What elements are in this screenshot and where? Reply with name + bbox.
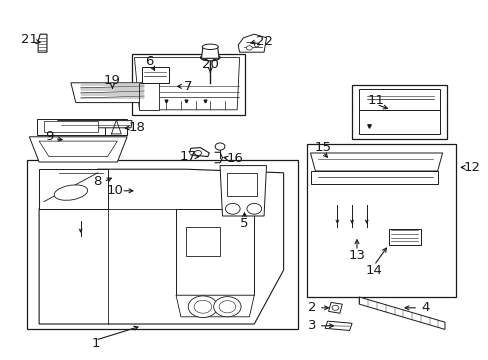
Polygon shape [29, 137, 127, 162]
Text: 12: 12 [463, 161, 479, 174]
Text: 1: 1 [91, 337, 100, 350]
Polygon shape [201, 47, 219, 58]
Text: 18: 18 [128, 121, 145, 134]
Text: 9: 9 [44, 130, 53, 143]
Bar [27, 160, 298, 329]
Circle shape [194, 150, 201, 156]
Bar [142, 67, 168, 83]
Polygon shape [238, 34, 266, 52]
Polygon shape [58, 121, 132, 128]
Circle shape [188, 296, 217, 318]
Text: 21: 21 [21, 33, 38, 46]
Circle shape [246, 46, 252, 50]
Text: 19: 19 [104, 75, 121, 87]
Text: 10: 10 [106, 184, 123, 197]
Polygon shape [328, 302, 342, 313]
Bar [227, 173, 256, 196]
Circle shape [219, 301, 235, 313]
Text: 13: 13 [348, 249, 365, 262]
Circle shape [331, 305, 338, 310]
Circle shape [215, 143, 224, 150]
Polygon shape [39, 141, 117, 157]
Polygon shape [388, 229, 420, 245]
Text: 5: 5 [240, 217, 248, 230]
Polygon shape [359, 297, 444, 329]
Bar [351, 85, 447, 139]
Bar [306, 144, 455, 297]
Circle shape [246, 203, 261, 214]
Text: 2: 2 [307, 301, 316, 314]
Text: 16: 16 [226, 152, 243, 165]
Ellipse shape [54, 185, 87, 200]
Polygon shape [38, 34, 47, 52]
Polygon shape [134, 58, 239, 110]
Polygon shape [176, 295, 254, 317]
Polygon shape [176, 209, 254, 295]
Text: 17: 17 [180, 150, 196, 163]
Polygon shape [359, 110, 439, 134]
Polygon shape [310, 153, 442, 171]
Circle shape [213, 297, 241, 317]
Polygon shape [310, 171, 437, 184]
Polygon shape [71, 83, 151, 103]
Bar [185, 227, 220, 256]
Polygon shape [39, 169, 107, 209]
Circle shape [225, 203, 240, 214]
Polygon shape [139, 83, 159, 110]
Polygon shape [220, 166, 266, 216]
Text: 11: 11 [367, 94, 384, 107]
Circle shape [194, 300, 211, 313]
Polygon shape [37, 119, 105, 135]
Ellipse shape [202, 44, 218, 49]
Text: 6: 6 [144, 55, 153, 68]
Polygon shape [44, 121, 98, 132]
Text: 3: 3 [307, 319, 316, 332]
Circle shape [254, 43, 259, 47]
Text: 20: 20 [202, 58, 218, 71]
Polygon shape [359, 89, 439, 110]
Text: 8: 8 [93, 175, 102, 188]
Text: 15: 15 [314, 141, 330, 154]
Polygon shape [39, 169, 283, 324]
Text: 22: 22 [255, 35, 272, 48]
Bar [132, 54, 244, 115]
Ellipse shape [200, 54, 220, 61]
Text: 4: 4 [420, 301, 429, 314]
Polygon shape [325, 321, 351, 330]
Text: 7: 7 [183, 80, 192, 93]
Polygon shape [105, 119, 127, 135]
Text: 14: 14 [365, 264, 382, 276]
